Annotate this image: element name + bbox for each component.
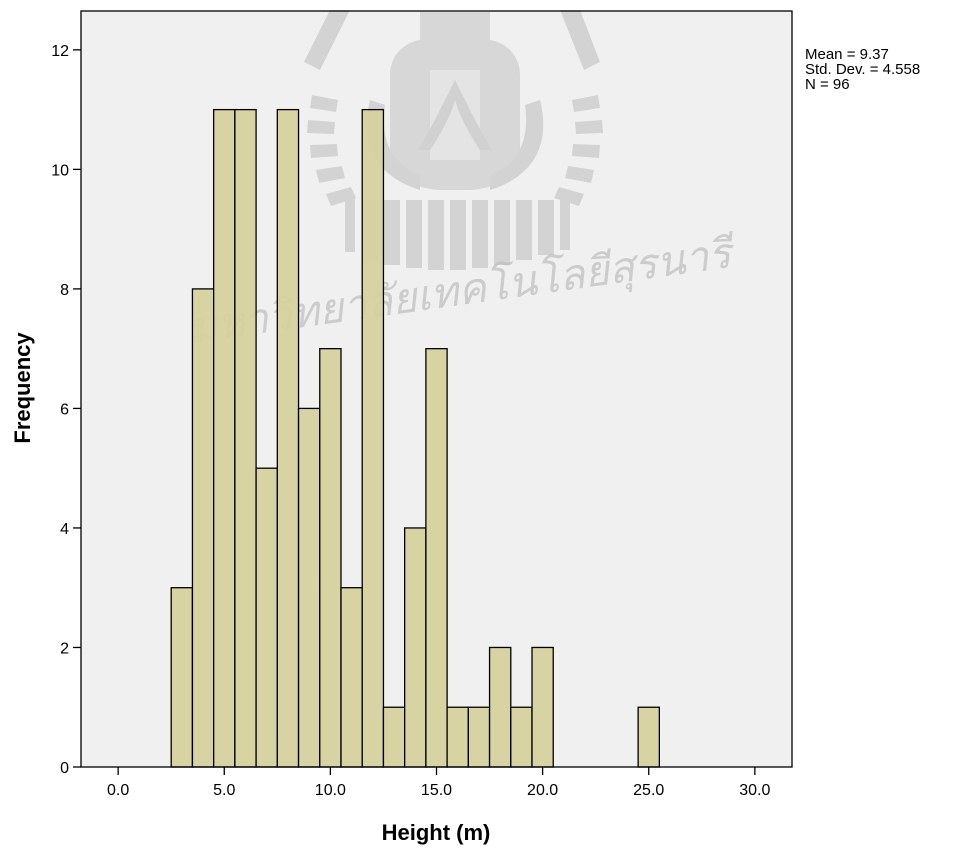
x-tick-label: 30.0: [739, 782, 770, 799]
x-tick-label: 0.0: [107, 782, 129, 799]
histogram-bar: [488, 646, 512, 768]
histogram-bar: [340, 587, 363, 768]
histogram-bar: [382, 706, 406, 768]
y-tick-label: 8: [60, 282, 69, 299]
y-axis: 0 2 4 6 8 10 12: [51, 43, 81, 777]
histogram-bar: [255, 467, 278, 768]
y-tick-label: 2: [60, 640, 69, 657]
x-axis: 0.0 5.0 10.0 15.0 20.0 25.0 30.0: [107, 767, 771, 799]
stat-n: N = 96: [805, 76, 850, 93]
bars-layer: [170, 108, 661, 768]
histogram-bar: [404, 527, 427, 768]
histogram-bar: [446, 706, 469, 768]
y-tick-label: 0: [60, 760, 69, 777]
stat-mean: Mean = 9.37: [805, 46, 889, 63]
histogram-bar: [212, 108, 236, 768]
y-axis-label: Frequency: [10, 332, 35, 444]
histogram-bar: [276, 108, 300, 768]
histogram-bar: [531, 646, 554, 768]
stat-std-dev: Std. Dev. = 4.558: [805, 61, 921, 78]
y-tick-label: 12: [51, 43, 69, 60]
histogram-bar: [637, 706, 661, 768]
summary-statistics: Mean = 9.37 Std. Dev. = 4.558 N = 96: [805, 47, 920, 92]
histogram-bar: [510, 706, 533, 768]
x-tick-label: 10.0: [315, 782, 346, 799]
histogram-bar: [234, 108, 257, 768]
histogram-bar: [191, 288, 215, 768]
x-tick-label: 20.0: [527, 782, 558, 799]
x-tick-label: 5.0: [213, 782, 235, 799]
histogram-bar: [467, 706, 491, 768]
histogram-bar: [361, 108, 385, 768]
x-tick-label: 25.0: [633, 782, 664, 799]
watermark-seal: [304, 10, 603, 270]
y-tick-label: 10: [51, 162, 69, 179]
x-axis-label: Height (m): [382, 820, 491, 845]
x-tick-label: 15.0: [421, 782, 452, 799]
y-tick-label: 4: [60, 521, 69, 538]
histogram-bar: [170, 587, 194, 768]
histogram-bar: [319, 348, 342, 768]
histogram-bar: [425, 348, 448, 768]
y-tick-label: 6: [60, 401, 69, 418]
histogram-bar: [297, 407, 321, 768]
